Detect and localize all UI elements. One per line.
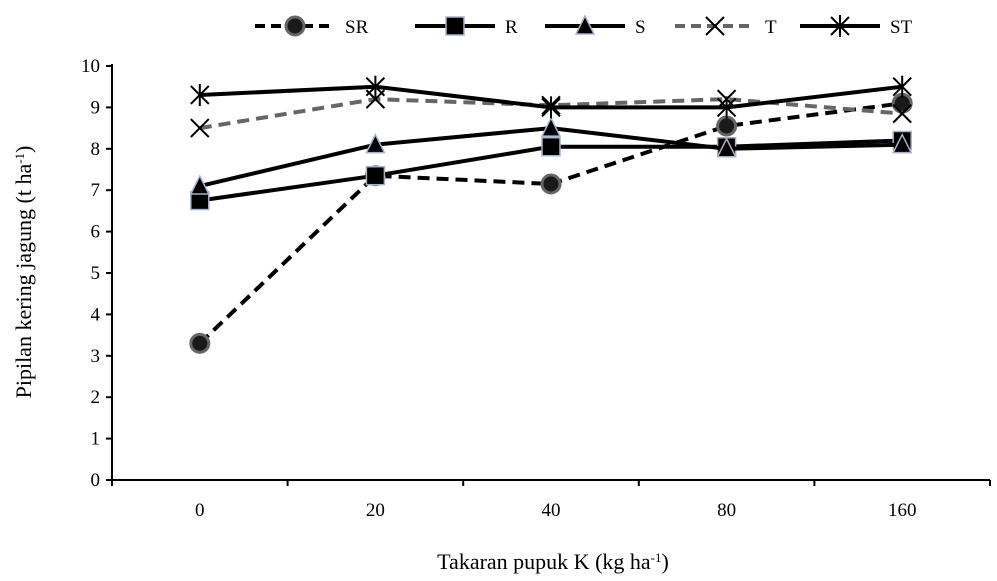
point-r [541,136,561,157]
point-t [190,118,210,138]
x-tick-label: 80 [717,500,736,521]
point-st [716,96,737,119]
x-tick-label: 40 [542,500,561,521]
point-st [190,83,210,106]
y-tick-label: 2 [91,387,101,408]
legend-marker-st [830,15,850,37]
point-s [365,132,386,154]
y-tick-label: 5 [91,263,101,284]
y-tick-label: 6 [91,222,101,243]
series-st [190,75,912,119]
point-s [891,132,913,154]
point-s [189,174,211,195]
legend-label-sr: SR [345,17,369,38]
point-st [892,75,912,98]
y-tick-label: 9 [91,97,101,118]
legend-label-t: T [765,17,777,38]
point-s [716,137,737,158]
legend-marker-sr [284,15,306,37]
point-r [365,165,386,186]
legend-marker-t [705,16,725,36]
series-s [189,116,913,195]
legend-item-r: R [415,16,518,38]
y-tick-label: 4 [91,304,101,325]
x-axis: 0 20 40 80 160 [111,479,991,521]
y-tick-label: 8 [91,139,101,160]
y-tick-label: 10 [81,56,100,77]
series-r [190,130,912,211]
x-tick-label: 160 [888,500,917,521]
point-st [541,96,561,119]
legend-label-s: S [635,17,646,38]
point-st [365,75,386,98]
x-tick-label: 0 [195,500,205,521]
legend-item-t: T [675,16,777,38]
legend-item-sr: SR [255,15,369,38]
legend-marker-s [574,14,596,35]
y-tick-label: 0 [91,470,101,491]
point-sr [716,115,738,137]
point-sr [540,173,562,195]
legend-label-st: ST [890,17,913,38]
legend-marker-r [445,16,465,36]
point-t [892,103,912,124]
y-axis: 0 1 2 3 4 5 6 7 8 9 10 [81,56,113,491]
legend: SR R S T ST [255,14,913,38]
series-layer [189,75,913,354]
legend-label-r: R [505,17,518,38]
point-sr [189,332,211,354]
y-tick-label: 1 [91,429,101,450]
y-tick-label: 7 [91,180,101,201]
y-tick-label: 3 [91,346,101,367]
y-axis-title: Pipilan kering jagung (t ha-1) [11,146,36,399]
series-sr [189,92,913,354]
x-tick-label: 20 [366,500,385,521]
x-axis-title: Takaran pupuk K (kg ha-1) [437,549,669,574]
point-s [540,116,562,137]
legend-item-s: S [545,14,646,38]
legend-item-st: ST [800,15,913,38]
